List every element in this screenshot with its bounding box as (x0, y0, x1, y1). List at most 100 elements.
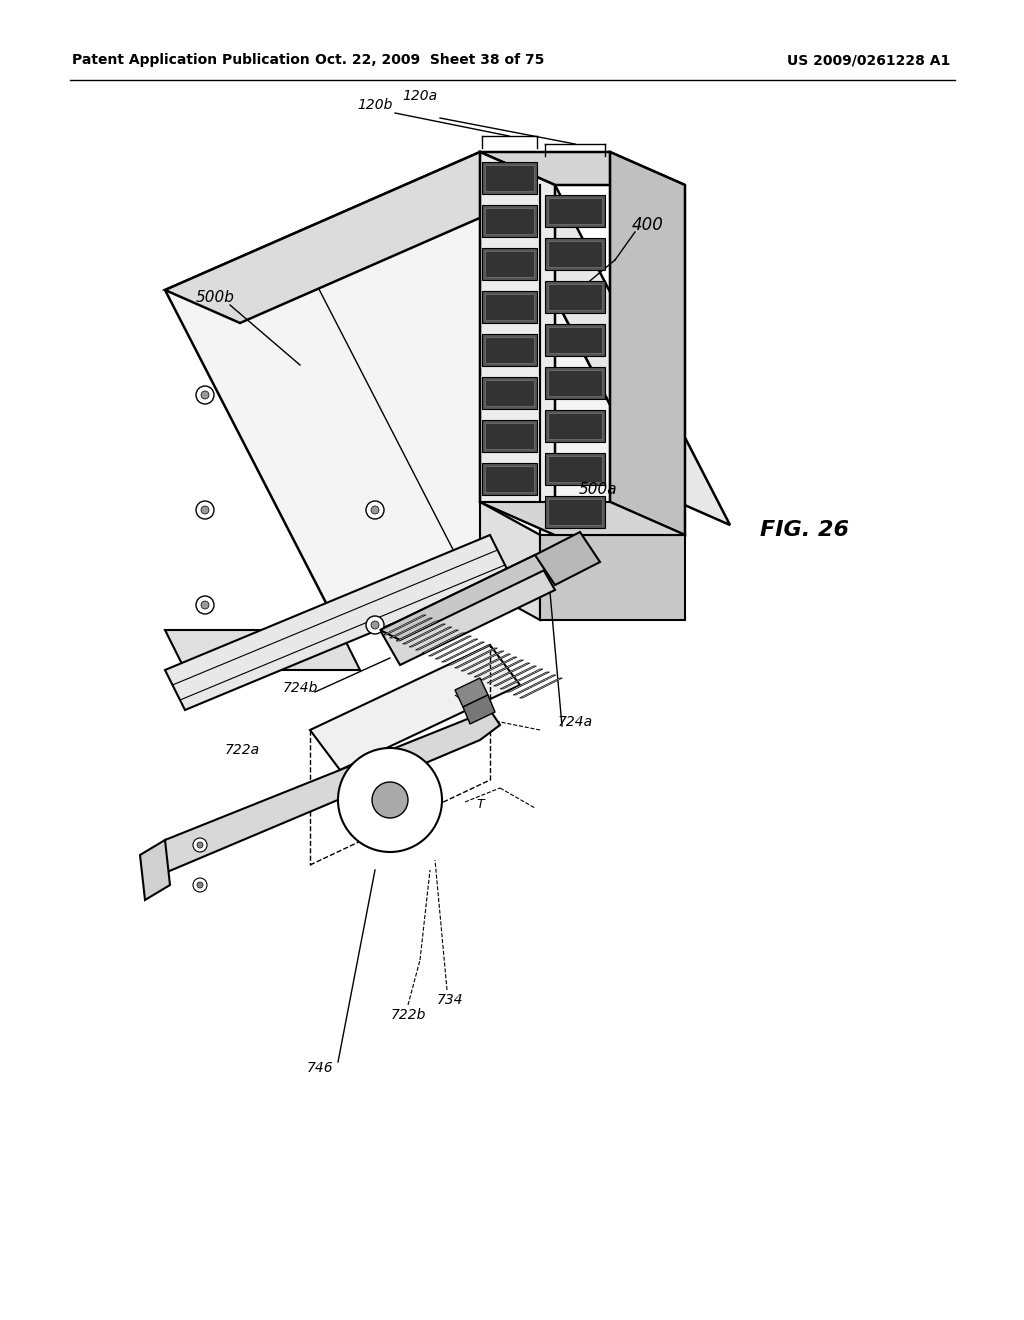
Polygon shape (422, 634, 465, 653)
Polygon shape (482, 420, 537, 451)
Polygon shape (480, 152, 730, 525)
Polygon shape (507, 672, 550, 692)
Polygon shape (519, 678, 562, 698)
Text: 400: 400 (632, 216, 664, 234)
Polygon shape (310, 645, 520, 770)
Text: US 2009/0261228 A1: US 2009/0261228 A1 (786, 53, 950, 67)
Polygon shape (548, 413, 602, 440)
Circle shape (193, 838, 207, 851)
Polygon shape (535, 532, 600, 585)
Polygon shape (545, 453, 605, 484)
Polygon shape (468, 653, 511, 675)
Circle shape (193, 878, 207, 892)
Circle shape (372, 781, 408, 818)
Text: 722a: 722a (224, 743, 259, 756)
Polygon shape (474, 657, 517, 677)
Polygon shape (485, 337, 534, 363)
Polygon shape (416, 630, 459, 649)
Polygon shape (545, 281, 605, 313)
Polygon shape (482, 378, 537, 409)
Polygon shape (485, 422, 534, 449)
Polygon shape (548, 499, 602, 525)
Polygon shape (548, 284, 602, 310)
Polygon shape (383, 615, 426, 635)
Polygon shape (455, 648, 498, 668)
Circle shape (197, 882, 203, 888)
Polygon shape (487, 663, 530, 682)
Polygon shape (165, 535, 510, 710)
Polygon shape (441, 642, 484, 663)
Polygon shape (485, 466, 534, 492)
Polygon shape (480, 152, 685, 185)
Text: 500b: 500b (196, 290, 234, 305)
Polygon shape (548, 327, 602, 352)
Circle shape (196, 385, 214, 404)
Text: FIG. 26: FIG. 26 (760, 520, 849, 540)
Polygon shape (480, 502, 685, 535)
Circle shape (197, 842, 203, 847)
Polygon shape (482, 290, 537, 323)
Circle shape (196, 502, 214, 519)
Polygon shape (545, 195, 605, 227)
Polygon shape (482, 334, 537, 366)
Text: 120b: 120b (357, 98, 392, 112)
Polygon shape (545, 323, 605, 356)
Circle shape (196, 597, 214, 614)
Polygon shape (545, 367, 605, 399)
Polygon shape (480, 152, 555, 535)
Polygon shape (485, 209, 534, 234)
Polygon shape (500, 669, 543, 689)
Circle shape (201, 506, 209, 513)
Polygon shape (380, 554, 555, 640)
Polygon shape (545, 238, 605, 271)
Polygon shape (485, 380, 534, 407)
Polygon shape (485, 294, 534, 319)
Polygon shape (548, 455, 602, 482)
Polygon shape (409, 627, 452, 647)
Polygon shape (449, 645, 490, 665)
Polygon shape (165, 630, 360, 671)
Polygon shape (435, 639, 478, 659)
Polygon shape (455, 678, 488, 708)
Polygon shape (545, 411, 605, 442)
Text: 500a: 500a (579, 483, 617, 498)
Polygon shape (482, 162, 537, 194)
Text: Oct. 22, 2009  Sheet 38 of 75: Oct. 22, 2009 Sheet 38 of 75 (315, 53, 545, 67)
Polygon shape (396, 620, 439, 642)
Polygon shape (480, 502, 540, 620)
Polygon shape (461, 651, 504, 671)
Text: 734: 734 (436, 993, 463, 1007)
Polygon shape (150, 710, 500, 875)
Polygon shape (463, 696, 495, 723)
Polygon shape (610, 152, 685, 535)
Polygon shape (545, 496, 605, 528)
Text: Patent Application Publication: Patent Application Publication (72, 53, 309, 67)
Polygon shape (548, 370, 602, 396)
Polygon shape (165, 152, 655, 630)
Polygon shape (485, 251, 534, 277)
Polygon shape (140, 840, 170, 900)
Polygon shape (513, 675, 556, 696)
Circle shape (201, 601, 209, 609)
Polygon shape (482, 205, 537, 238)
Circle shape (201, 391, 209, 399)
Polygon shape (494, 667, 537, 686)
Polygon shape (540, 535, 685, 620)
Text: 746: 746 (306, 1061, 334, 1074)
Text: 722b: 722b (390, 1008, 426, 1022)
Text: 724a: 724a (557, 715, 593, 729)
Polygon shape (485, 165, 534, 191)
Polygon shape (380, 554, 555, 665)
Polygon shape (402, 624, 445, 644)
Circle shape (366, 502, 384, 519)
Polygon shape (482, 248, 537, 280)
Circle shape (371, 506, 379, 513)
Text: 120a: 120a (402, 88, 437, 103)
Polygon shape (389, 618, 432, 638)
Polygon shape (428, 636, 471, 656)
Circle shape (338, 748, 442, 851)
Polygon shape (548, 242, 602, 267)
Polygon shape (480, 660, 523, 680)
Polygon shape (482, 463, 537, 495)
Circle shape (366, 616, 384, 634)
